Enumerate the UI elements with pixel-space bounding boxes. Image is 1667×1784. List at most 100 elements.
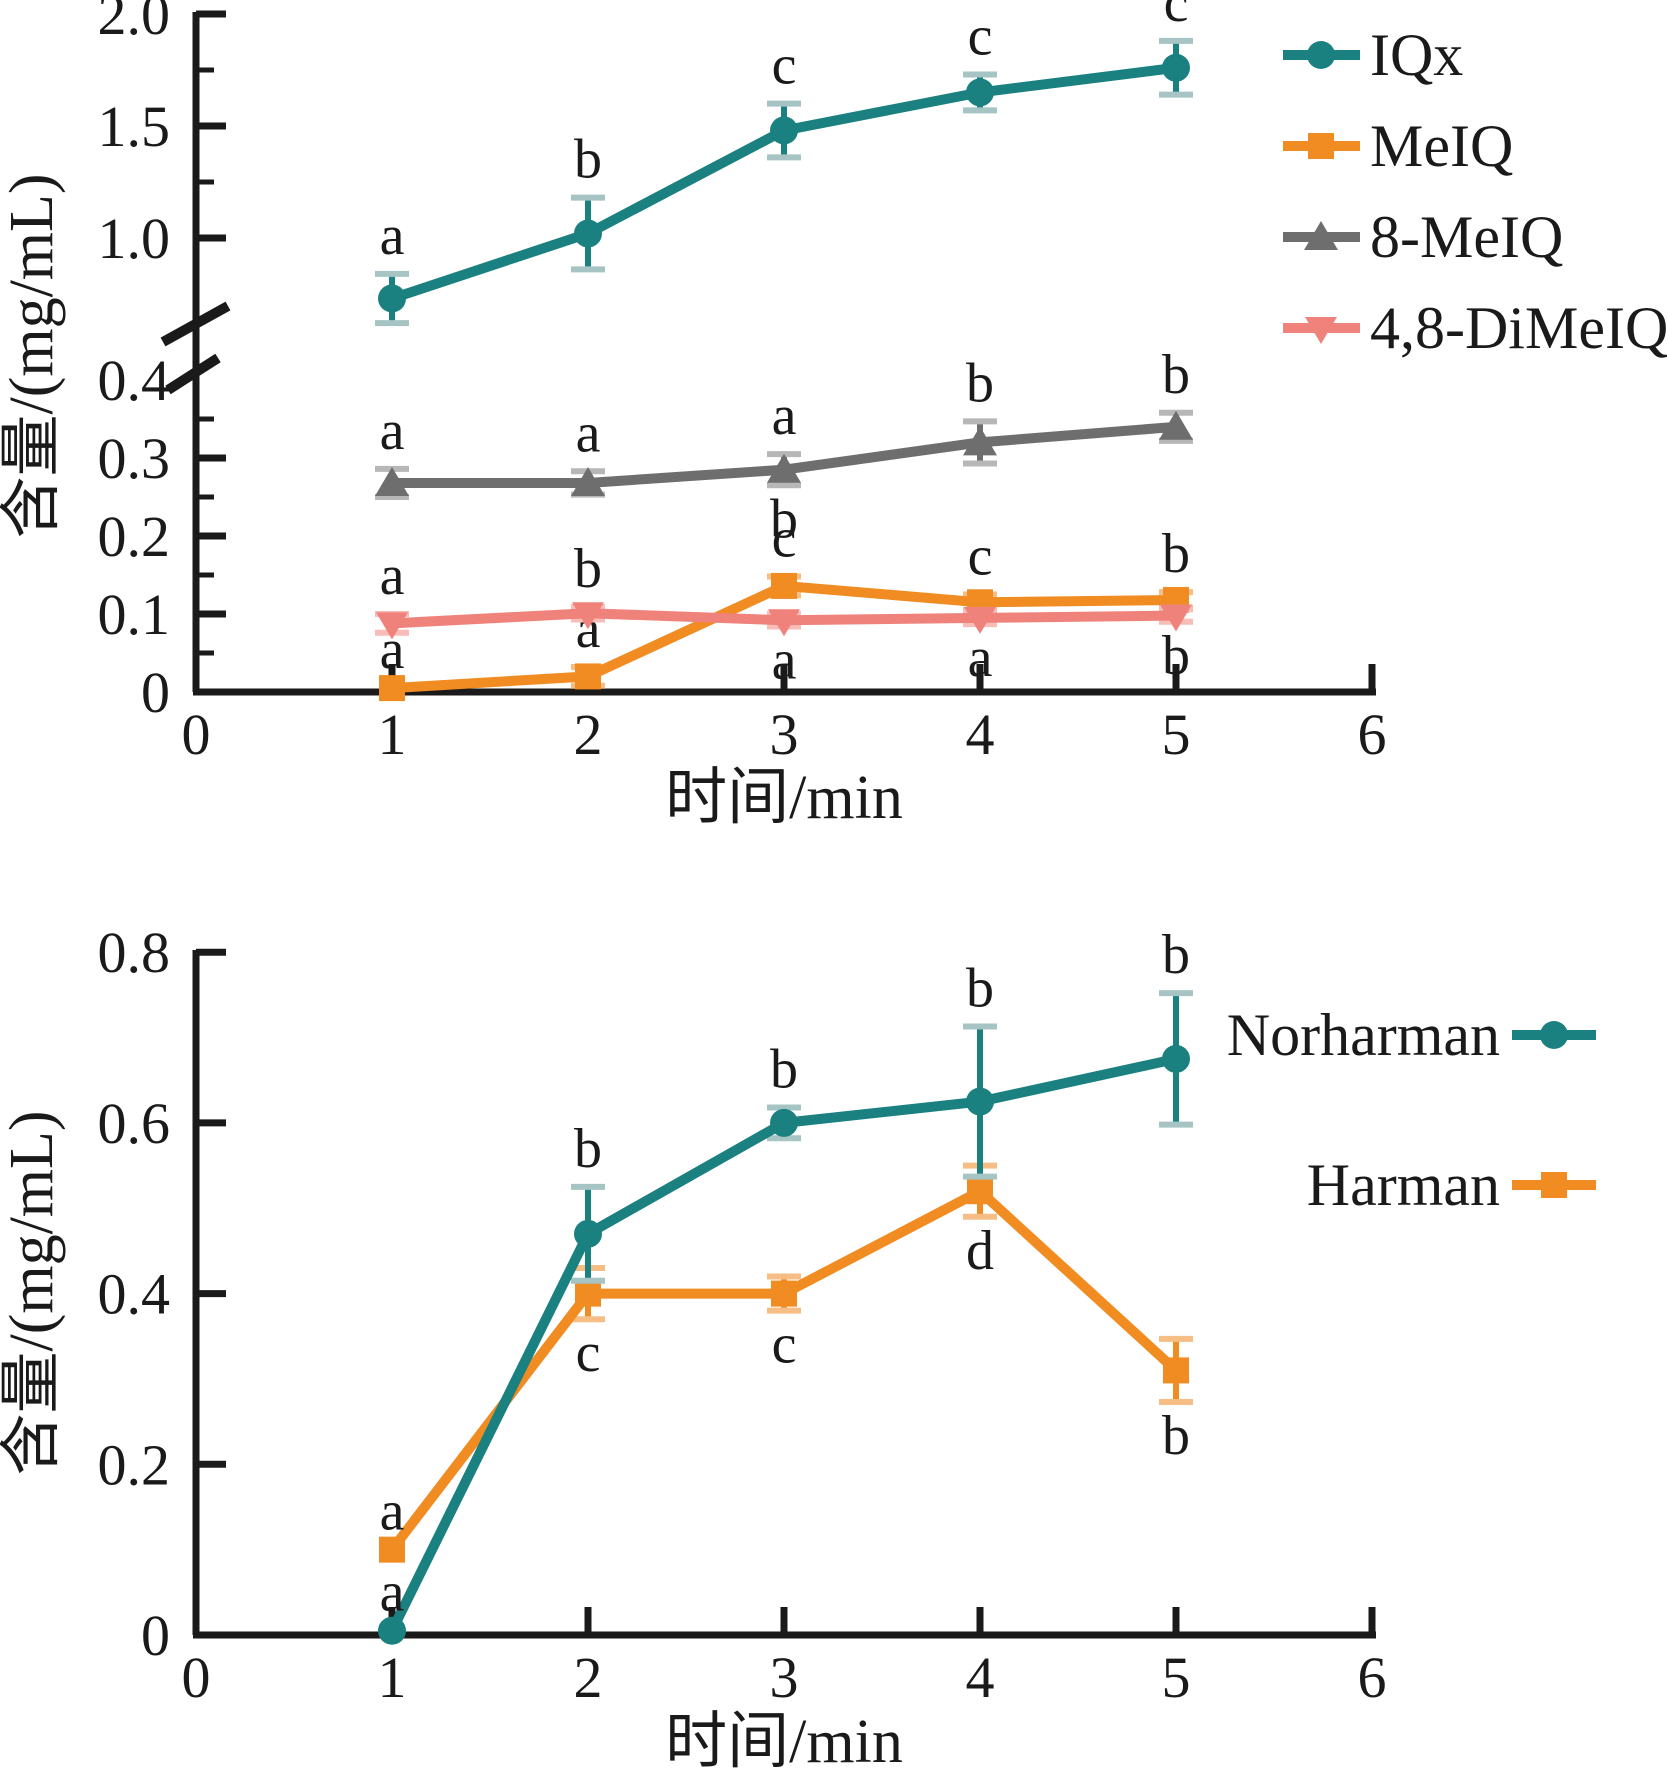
sig-letter: a: [968, 627, 993, 689]
x-tick-label: 1: [378, 1645, 407, 1710]
y-tick-label: 0.3: [98, 426, 171, 491]
x-tick-label: 5: [1162, 1645, 1191, 1710]
x-tick-label: 4: [966, 1645, 995, 1710]
circle-marker: [1162, 1044, 1190, 1073]
legend-marker: [1540, 1021, 1568, 1049]
x-axis-title: 时间/min: [665, 764, 903, 832]
legend-label: 4,8-DiMeIQ: [1370, 295, 1667, 361]
top-chart-panel: 0 1 2 3 4 5 600.10.20.30.41.01.52.0时间/min含量/(m…: [0, 0, 1667, 832]
legend-marker: [1305, 317, 1337, 344]
circle-marker: [378, 284, 406, 313]
triangle-down-marker: [1160, 604, 1192, 632]
circle-marker: [770, 116, 798, 145]
sig-letter: a: [380, 1562, 405, 1624]
sig-letter: b: [574, 538, 602, 600]
legend-marker: [1308, 133, 1334, 159]
triangle-up-marker: [1159, 410, 1193, 440]
axes: 0 1 2 3 4 5 6 0 0.2 0.4 0.6 0.8: [98, 920, 1387, 1710]
square-marker: [771, 1280, 797, 1307]
circle-marker: [378, 1616, 406, 1645]
square-marker: [575, 1280, 601, 1307]
sig-letter: a: [772, 385, 797, 447]
legend-item-IQx: IQx: [1283, 22, 1463, 88]
sig-letter: c: [1164, 0, 1189, 34]
sig-letter: c: [772, 1314, 797, 1376]
square-marker: [575, 663, 601, 690]
square-marker: [1163, 1357, 1189, 1384]
sig-letter: c: [968, 5, 993, 67]
legend: IQx MeIQ 8-MeIQ 4,8-DiMeIQ: [1283, 22, 1667, 361]
triangle-down-marker: [768, 609, 800, 637]
sig-letter: b: [1162, 523, 1190, 585]
y-tick-label: 0.8: [98, 920, 171, 985]
sig-letter: c: [772, 35, 797, 97]
sig-letter: b: [1162, 625, 1190, 687]
circle-marker: [770, 1108, 798, 1137]
y-tick-label: 0.2: [98, 1432, 171, 1497]
triangle-down-marker: [376, 612, 408, 640]
legend-item-8-MeIQ: 8-MeIQ: [1283, 204, 1563, 270]
y-tick-label: 0.4: [98, 1262, 171, 1327]
triangle-up-marker: [767, 453, 801, 483]
series-48-DiMeIQ: a b a a b: [375, 538, 1193, 691]
legend-label: Harman: [1307, 1152, 1500, 1218]
sig-letter: c: [772, 508, 797, 570]
legend-item-48-DiMeIQ: 4,8-DiMeIQ: [1283, 295, 1667, 361]
axis-break-slash: [165, 353, 221, 395]
y-tick-label: 2.0: [98, 0, 171, 47]
circle-marker: [966, 78, 994, 107]
x-axis-title: 时间/min: [665, 1708, 903, 1776]
series-IQx: a b c c c: [375, 0, 1193, 327]
circle-marker: [574, 1219, 602, 1248]
legend-marker: [1304, 221, 1338, 250]
sig-letter: b: [966, 957, 994, 1019]
legend: Norharman Harman: [1227, 1002, 1596, 1218]
legend-marker: [1307, 41, 1335, 69]
circle-marker: [966, 1087, 994, 1116]
legend-label: 8-MeIQ: [1370, 204, 1563, 270]
legend-item-MeIQ: MeIQ: [1283, 113, 1513, 179]
sig-letter: a: [380, 545, 405, 607]
sig-letter: c: [576, 1322, 601, 1384]
sig-letter: b: [1162, 1405, 1190, 1467]
square-marker: [379, 1536, 405, 1563]
legend-item-Harman: Harman: [1307, 1152, 1596, 1218]
sig-letter: b: [574, 129, 602, 191]
legend-label: IQx: [1370, 22, 1463, 88]
y-tick-label: 1.0: [98, 206, 171, 271]
sig-letter: b: [1162, 924, 1190, 986]
sig-letter: a: [576, 402, 601, 464]
legend-marker: [1541, 1172, 1567, 1198]
series-8-MeIQ: a a abb b: [375, 344, 1193, 550]
sig-letter: d: [966, 1220, 994, 1282]
triangle-up-marker: [963, 426, 997, 456]
circle-marker: [1162, 53, 1190, 82]
x-tick-label: 1: [378, 702, 407, 767]
x-tick-label: 3: [770, 702, 799, 767]
x-tick-label: 6: [1358, 1645, 1387, 1710]
y-tick-label: 0.2: [98, 504, 171, 569]
sig-letter: b: [1162, 344, 1190, 406]
circle-marker: [574, 219, 602, 248]
square-marker: [967, 1178, 993, 1205]
series-MeIQ: aaccb: [379, 508, 1193, 702]
sig-letter: b: [770, 1039, 798, 1101]
y-tick-label: 0.4: [98, 348, 171, 413]
x-tick-label: 0: [182, 1645, 211, 1710]
axes: 0 1 2 3 4 5 600.10.20.30.41.01.52.0: [98, 0, 1387, 767]
x-tick-label: 2: [574, 702, 603, 767]
square-marker: [771, 572, 797, 599]
y-tick-label: 0: [141, 1603, 170, 1668]
series-Norharman: a b b b b: [378, 924, 1193, 1645]
sig-letter: b: [574, 1118, 602, 1180]
triangle-down-marker: [572, 602, 604, 630]
sig-letter: a: [380, 205, 405, 267]
triangle-down-marker: [964, 606, 996, 634]
y-tick-label: 1.5: [98, 94, 171, 159]
y-tick-label: 0: [141, 660, 170, 725]
y-tick-label: 0.6: [98, 1091, 171, 1156]
sig-letter: b: [770, 488, 798, 550]
triangle-up-marker: [375, 466, 409, 496]
